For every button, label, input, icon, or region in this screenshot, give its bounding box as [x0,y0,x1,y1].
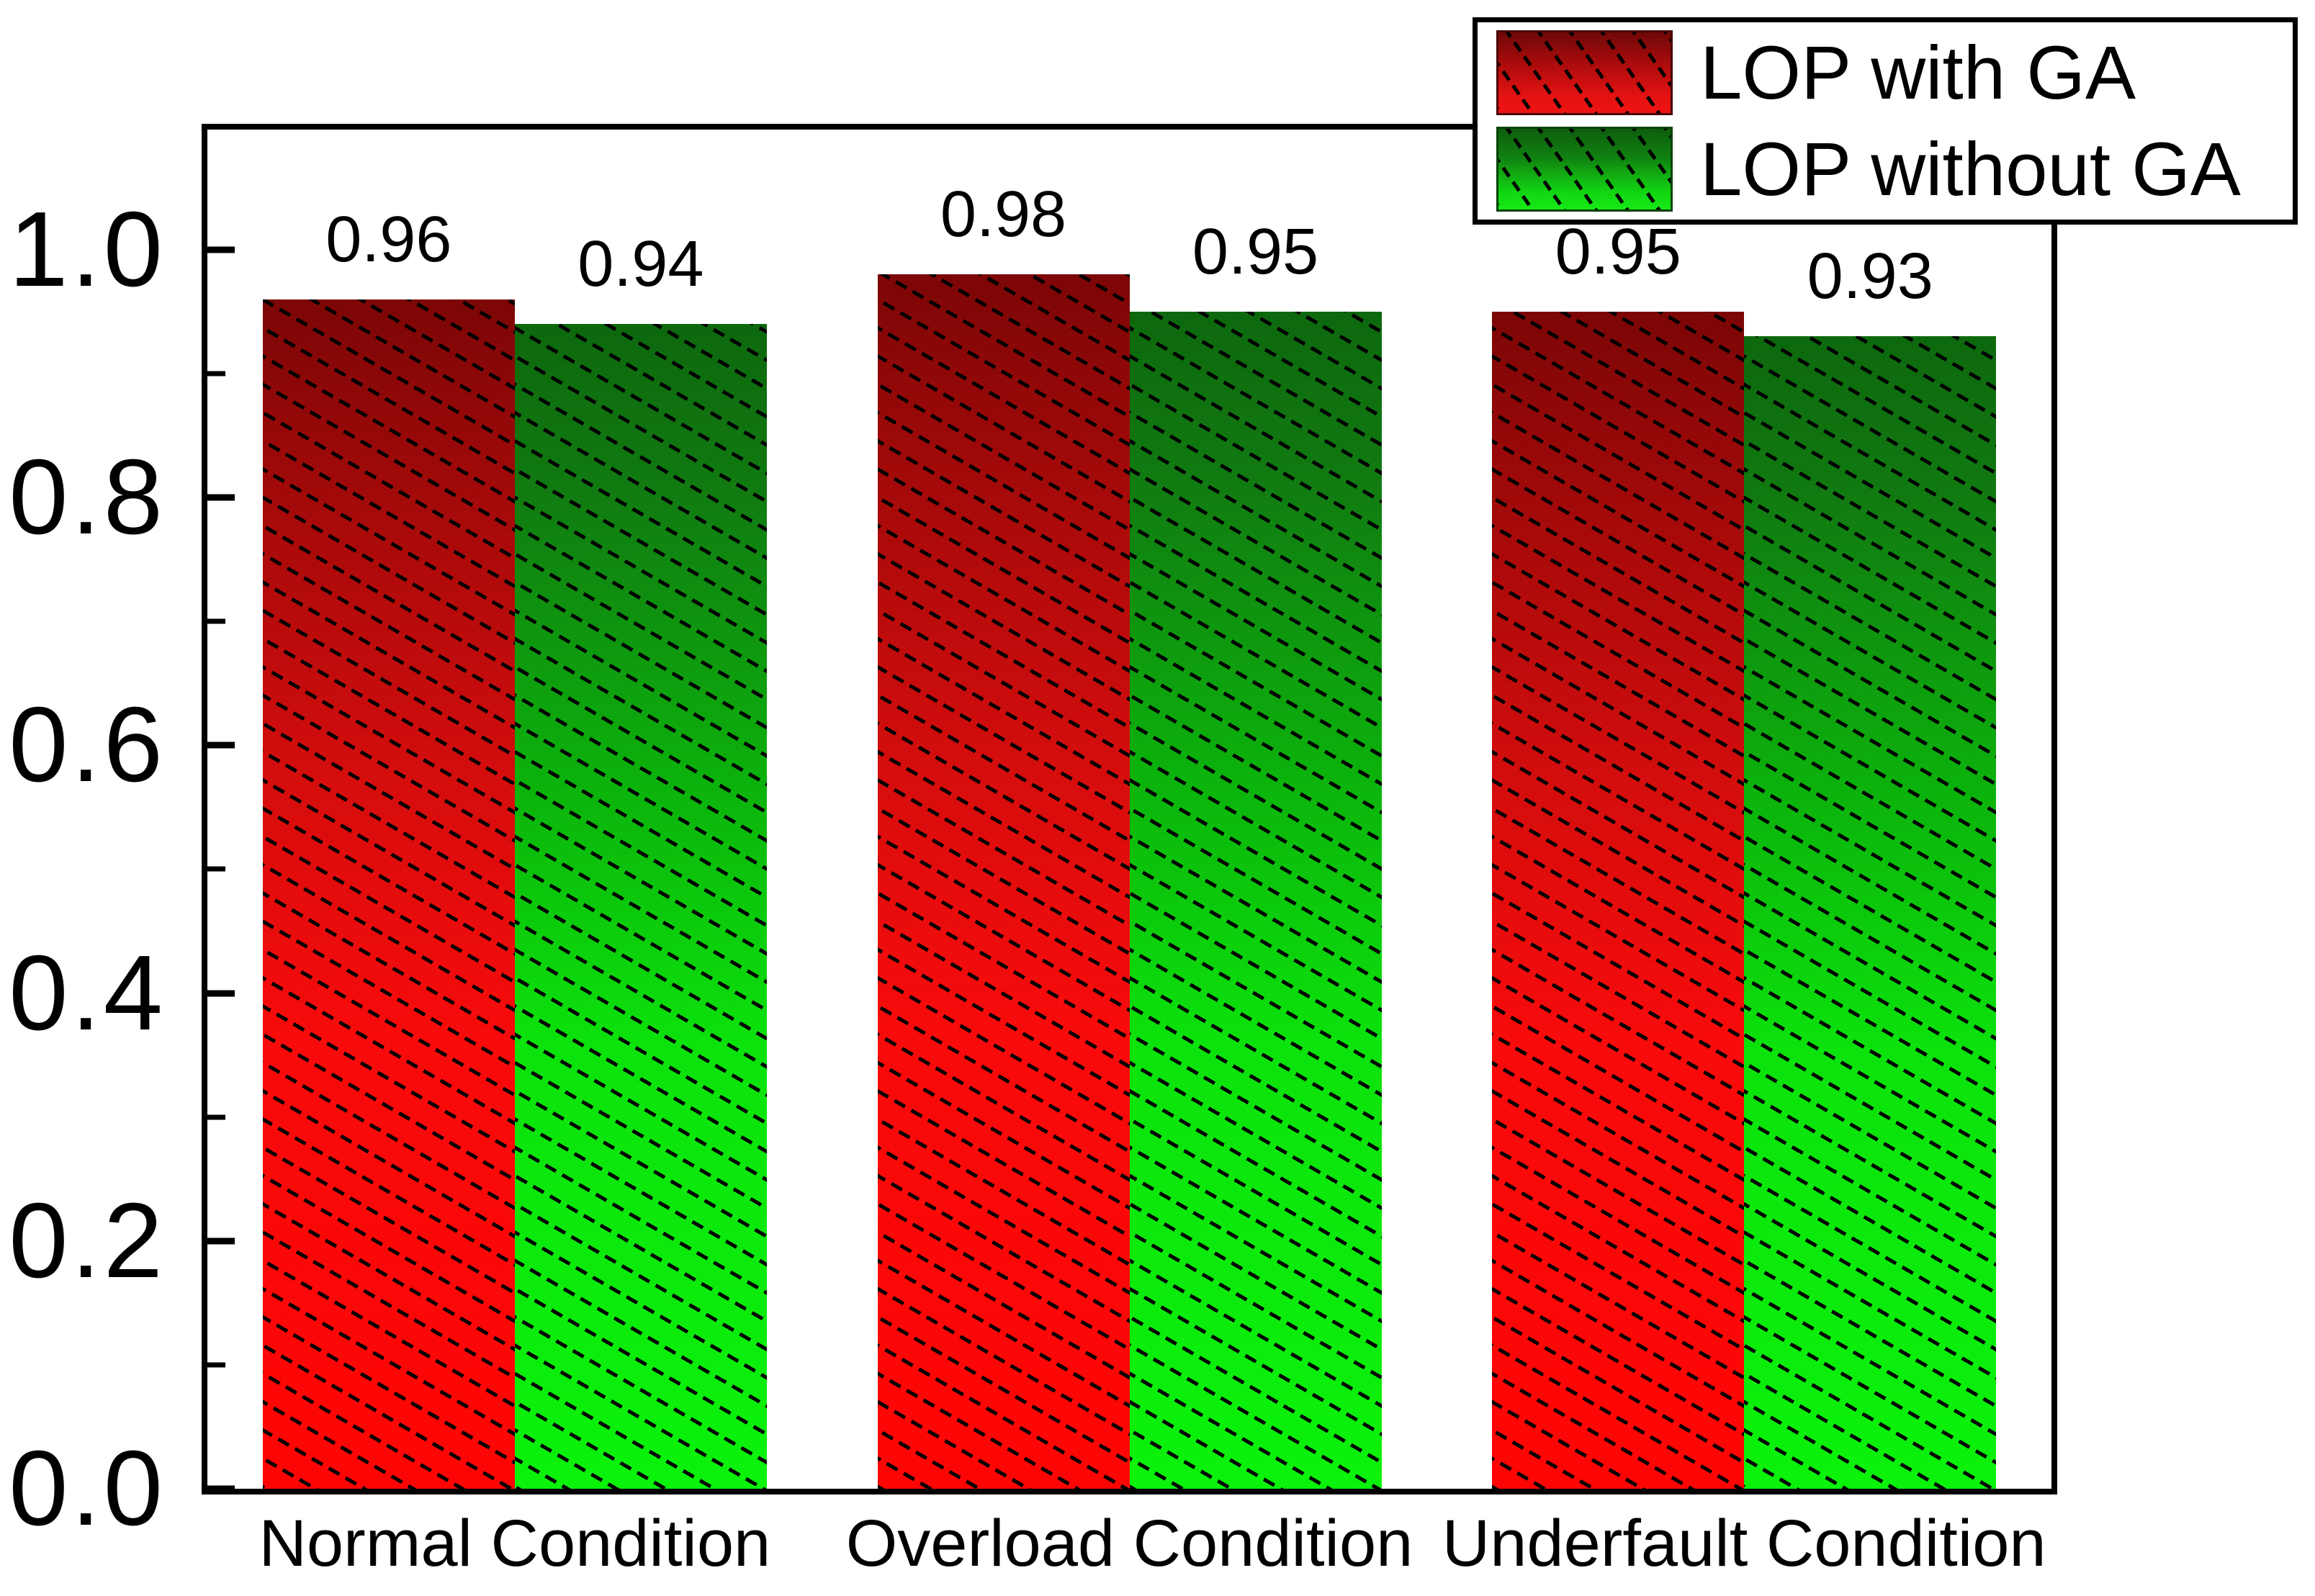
bar-group-3: 0.95 0.93 [1437,130,2051,1489]
y-minor-tick [207,1362,225,1368]
x-category-label: Overload Condition [845,1507,1413,1580]
bars-layer: 0.96 0.94 0.98 0.95 0.95 0.93 [207,130,2051,1489]
y-minor-tick [207,371,225,377]
bar-value-label: 0.98 [940,179,1067,251]
bar-red-3: 0.95 [1492,220,1745,1489]
bar-green-3: 0.93 [1744,244,1997,1489]
y-minor-tick [207,1114,225,1120]
bar-value-label: 0.95 [1555,216,1681,288]
y-tick-label: 0.2 [9,1181,166,1300]
y-major-tick [207,1485,235,1492]
y-axis-ticks [207,130,2051,1492]
y-tick-label: 0.0 [9,1429,166,1548]
legend-label: LOP with GA [1700,30,2136,115]
y-major-tick [207,990,235,997]
bar-value-label: 0.94 [577,228,704,301]
bar-group-2: 0.98 0.95 [822,130,1437,1489]
y-tick-label: 0.8 [9,438,166,557]
x-axis-category-labels: Normal Condition Overload Condition Underf… [207,1510,2051,1577]
bar-red-1: 0.96 [262,207,515,1489]
y-tick-label: 0.6 [9,685,166,805]
bar-green-2: 0.95 [1129,220,1382,1489]
x-category-label: Underfault Condition [1442,1507,2046,1580]
bar-value-label: 0.96 [325,203,452,276]
bar-green-1: 0.94 [514,232,767,1489]
bar-red-2: 0.98 [877,182,1130,1489]
plot-area: 0.96 0.94 0.98 0.95 0.95 0.93 [202,124,2057,1494]
legend-item-lop-without-ga: LOP without GA [1496,127,2293,212]
y-tick-label: 1.0 [9,189,166,309]
y-major-tick [207,741,235,749]
y-major-tick [207,1237,235,1245]
y-major-tick [207,246,235,253]
legend-label: LOP without GA [1700,127,2241,212]
legend-swatch-red-hatched [1496,30,1673,115]
bar-group-1: 0.96 0.94 [207,130,822,1489]
y-minor-tick [207,618,225,624]
legend: LOP with GA LOP without GA [1473,17,2298,225]
y-major-tick [207,494,235,501]
bar-value-label: 0.93 [1807,240,1933,313]
y-minor-tick [207,866,225,872]
y-tick-label: 0.4 [9,933,166,1052]
y-axis-tick-labels: 1.0 0.8 0.6 0.4 0.2 0.0 [0,130,173,1541]
legend-swatch-green-hatched [1496,127,1673,212]
bar-value-label: 0.95 [1192,216,1319,288]
x-category-label: Normal Condition [259,1507,771,1580]
legend-item-lop-with-ga: LOP with GA [1496,30,2293,115]
